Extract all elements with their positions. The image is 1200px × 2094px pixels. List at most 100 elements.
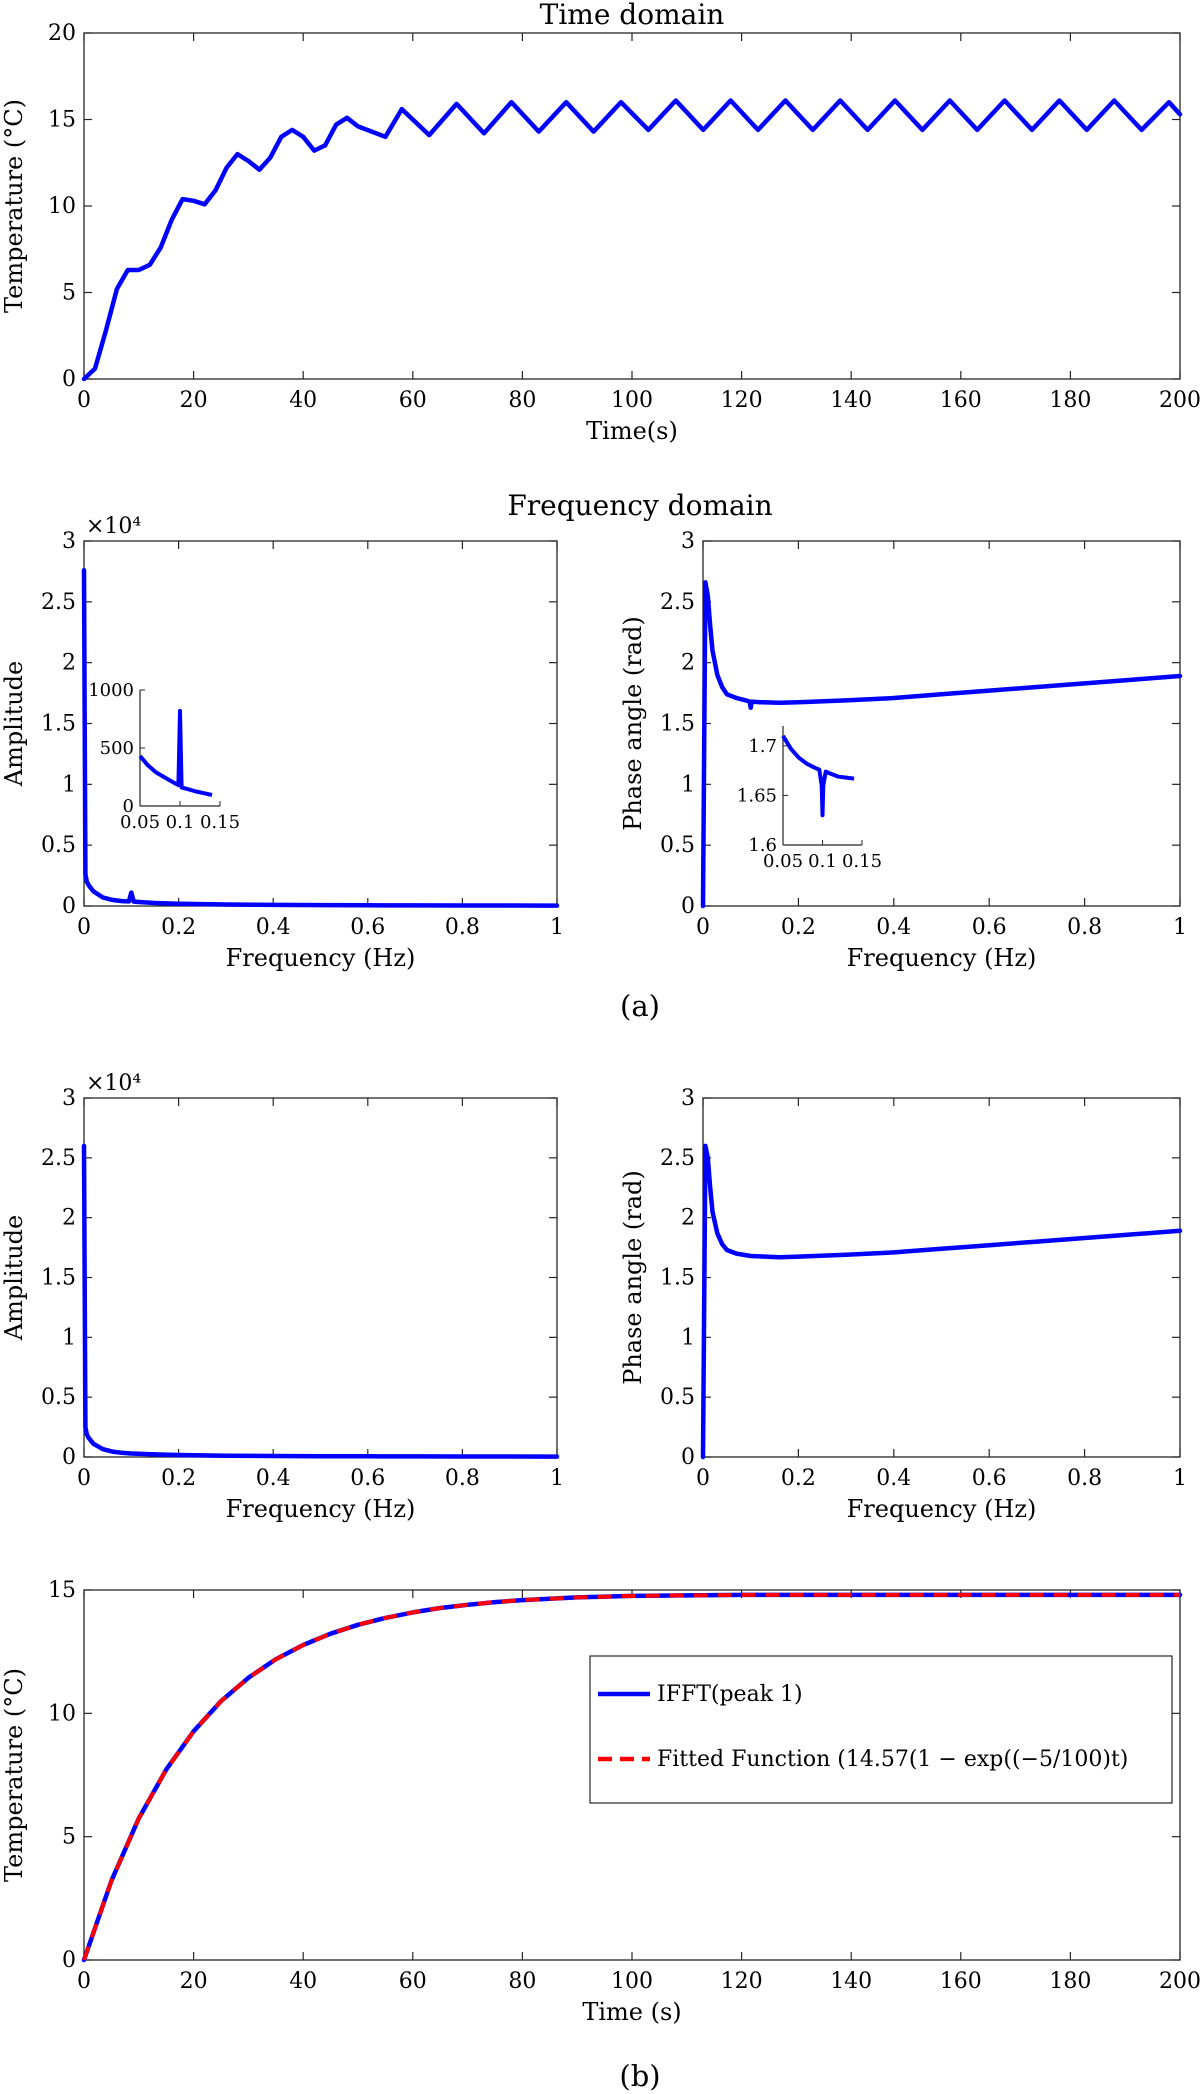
y-tick-label: 0 (681, 894, 695, 919)
panel-freq_amplitude_a: 0 0.2 0.4 0.6 0.8 1 0 0.5 1 1.5 2 2.5 3 Frequency (Hz… (0, 489, 773, 972)
inset-y-tick-label: 1.6 (748, 835, 777, 856)
panel-freq_amplitude_b: 0 0.2 0.4 0.6 0.8 1 0 0.5 1 1.5 2 2.5 3 Frequency (Hz… (0, 1071, 564, 1523)
x-tick-label: 100 (611, 1969, 653, 1994)
y-tick-label: 0.5 (41, 833, 76, 858)
y-axis-label: Phase angle (rad) (619, 1170, 647, 1385)
x-tick-label: 0 (696, 1466, 710, 1491)
x-tick-label: 40 (289, 1969, 317, 1994)
y-tick-label: 2.5 (660, 590, 695, 615)
x-tick-label: 0.2 (161, 915, 196, 940)
x-tick-label: 100 (611, 388, 653, 413)
x-tick-label: 0 (77, 388, 91, 413)
y-tick-label: 2 (681, 651, 695, 676)
x-tick-label: 0.4 (256, 915, 291, 940)
x-tick-label: 0.8 (445, 1466, 480, 1491)
y-tick-label: 20 (48, 21, 76, 46)
x-tick-label: 0.6 (972, 915, 1007, 940)
panel-freq_phase_b: 0 0.2 0.4 0.6 0.8 1 0 0.5 1 1.5 2 2.5 3 Frequency (Hz… (619, 1086, 1187, 1523)
axes-box (83, 32, 1181, 380)
y-tick-label: 1.5 (41, 712, 76, 737)
x-tick-label: 0.4 (256, 1466, 291, 1491)
x-tick-label: 60 (399, 388, 427, 413)
x-axis-label: Frequency (Hz) (847, 944, 1037, 972)
x-tick-label: 0 (77, 1969, 91, 1994)
inset-x-tick-label: 0.05 (120, 812, 160, 833)
chart-title: Frequency domain (507, 489, 772, 522)
y-tick-label: 1.5 (660, 1266, 695, 1291)
x-tick-label: 20 (180, 1969, 208, 1994)
y-tick-label: 0.5 (660, 833, 695, 858)
legend-box (589, 1655, 1173, 1804)
series-line-2 (82, 1592, 1180, 1961)
x-tick-label: 60 (399, 1969, 427, 1994)
y-tick-label: 3 (681, 1086, 695, 1111)
x-tick-label: 120 (721, 1969, 763, 1994)
inset-x-tick-label: 0.1 (808, 851, 837, 872)
y-tick-label: 2 (681, 1206, 695, 1231)
legend: IFFT(peak 1) Fitted Function (14.57(1 − e… (589, 1655, 1173, 1804)
y-tick-label: 2.5 (41, 590, 76, 615)
x-tick-label: 140 (830, 388, 872, 413)
x-tick-label: 0.6 (972, 1466, 1007, 1491)
y-tick-label: 0 (62, 894, 76, 919)
x-axis-label: Frequency (Hz) (226, 944, 416, 972)
y-tick-label: 15 (48, 108, 76, 133)
x-tick-label: 1 (550, 915, 564, 940)
x-tick-label: 0 (696, 915, 710, 940)
x-tick-label: 0.2 (781, 1466, 816, 1491)
axes-box (83, 540, 558, 907)
series-line-1 (700, 1143, 1183, 1460)
axes-box (83, 1097, 558, 1458)
y-tick-label: 1 (681, 1325, 695, 1350)
series-line-1 (81, 98, 1183, 382)
x-tick-label: 20 (180, 388, 208, 413)
y-tick-label: 1.5 (41, 1266, 76, 1291)
x-tick-label: 0.4 (876, 915, 911, 940)
inset-y-tick-label: 1000 (88, 680, 134, 701)
y-tick-label: 1 (62, 772, 76, 797)
x-tick-label: 0.8 (445, 915, 480, 940)
y-tick-label: 2.5 (660, 1146, 695, 1171)
y-tick-label: 10 (48, 194, 76, 219)
y-tick-label: 0.5 (660, 1385, 695, 1410)
x-axis-label: Time (s) (582, 1998, 681, 2026)
y-tick-label: 3 (62, 529, 76, 554)
y-axis-label: Temperature (°C) (0, 99, 28, 313)
x-tick-label: 80 (508, 1969, 536, 1994)
x-tick-label: 0.4 (876, 1466, 911, 1491)
x-tick-label: 160 (940, 388, 982, 413)
chart-title: Time domain (540, 0, 725, 31)
y-tick-label: 1.5 (660, 712, 695, 737)
y-axis-label: Amplitude (0, 661, 28, 787)
x-tick-label: 120 (721, 388, 763, 413)
y-axis-label: Amplitude (0, 1215, 28, 1341)
inset-series-line (138, 708, 213, 797)
y-tick-label: 0.5 (41, 1385, 76, 1410)
inset-x-tick-label: 0.15 (842, 851, 882, 872)
x-tick-label: 200 (1159, 1969, 1200, 1994)
exponent-label: ×10⁴ (86, 1071, 141, 1096)
inset-x-tick-label: 0.1 (166, 812, 195, 833)
inset-x-tick-label: 0.15 (200, 812, 240, 833)
x-tick-label: 180 (1049, 388, 1091, 413)
x-axis-label: Time(s) (586, 417, 678, 445)
y-tick-label: 2.5 (41, 1146, 76, 1171)
series-line-1 (81, 567, 560, 908)
x-tick-label: 0.8 (1067, 915, 1102, 940)
inset-y-tick-label: 500 (100, 738, 134, 759)
inset-x-tick-label: 0.05 (763, 851, 803, 872)
inset-y-tick-label: 1.65 (737, 785, 777, 806)
panel-freq_phase_a: 0 0.2 0.4 0.6 0.8 1 0 0.5 1 1.5 2 2.5 3 Frequency (Hz… (619, 529, 1187, 972)
panel-ifft_fit: 0 20 40 60 80 100 120 140 160 180 200 0 5 10 15 Time (s… (0, 1578, 1200, 2026)
y-tick-label: 15 (48, 1578, 76, 1603)
legend-label-1: IFFT(peak 1) (657, 1682, 803, 1707)
y-tick-label: 3 (62, 1086, 76, 1111)
y-tick-label: 5 (62, 281, 76, 306)
x-axis-label: Frequency (Hz) (226, 1495, 416, 1523)
y-tick-label: 0 (62, 1445, 76, 1470)
x-tick-label: 0.6 (350, 1466, 385, 1491)
x-tick-label: 0.8 (1067, 1466, 1102, 1491)
x-tick-label: 140 (830, 1969, 872, 1994)
sublabel-b: (b) (619, 2059, 660, 2093)
